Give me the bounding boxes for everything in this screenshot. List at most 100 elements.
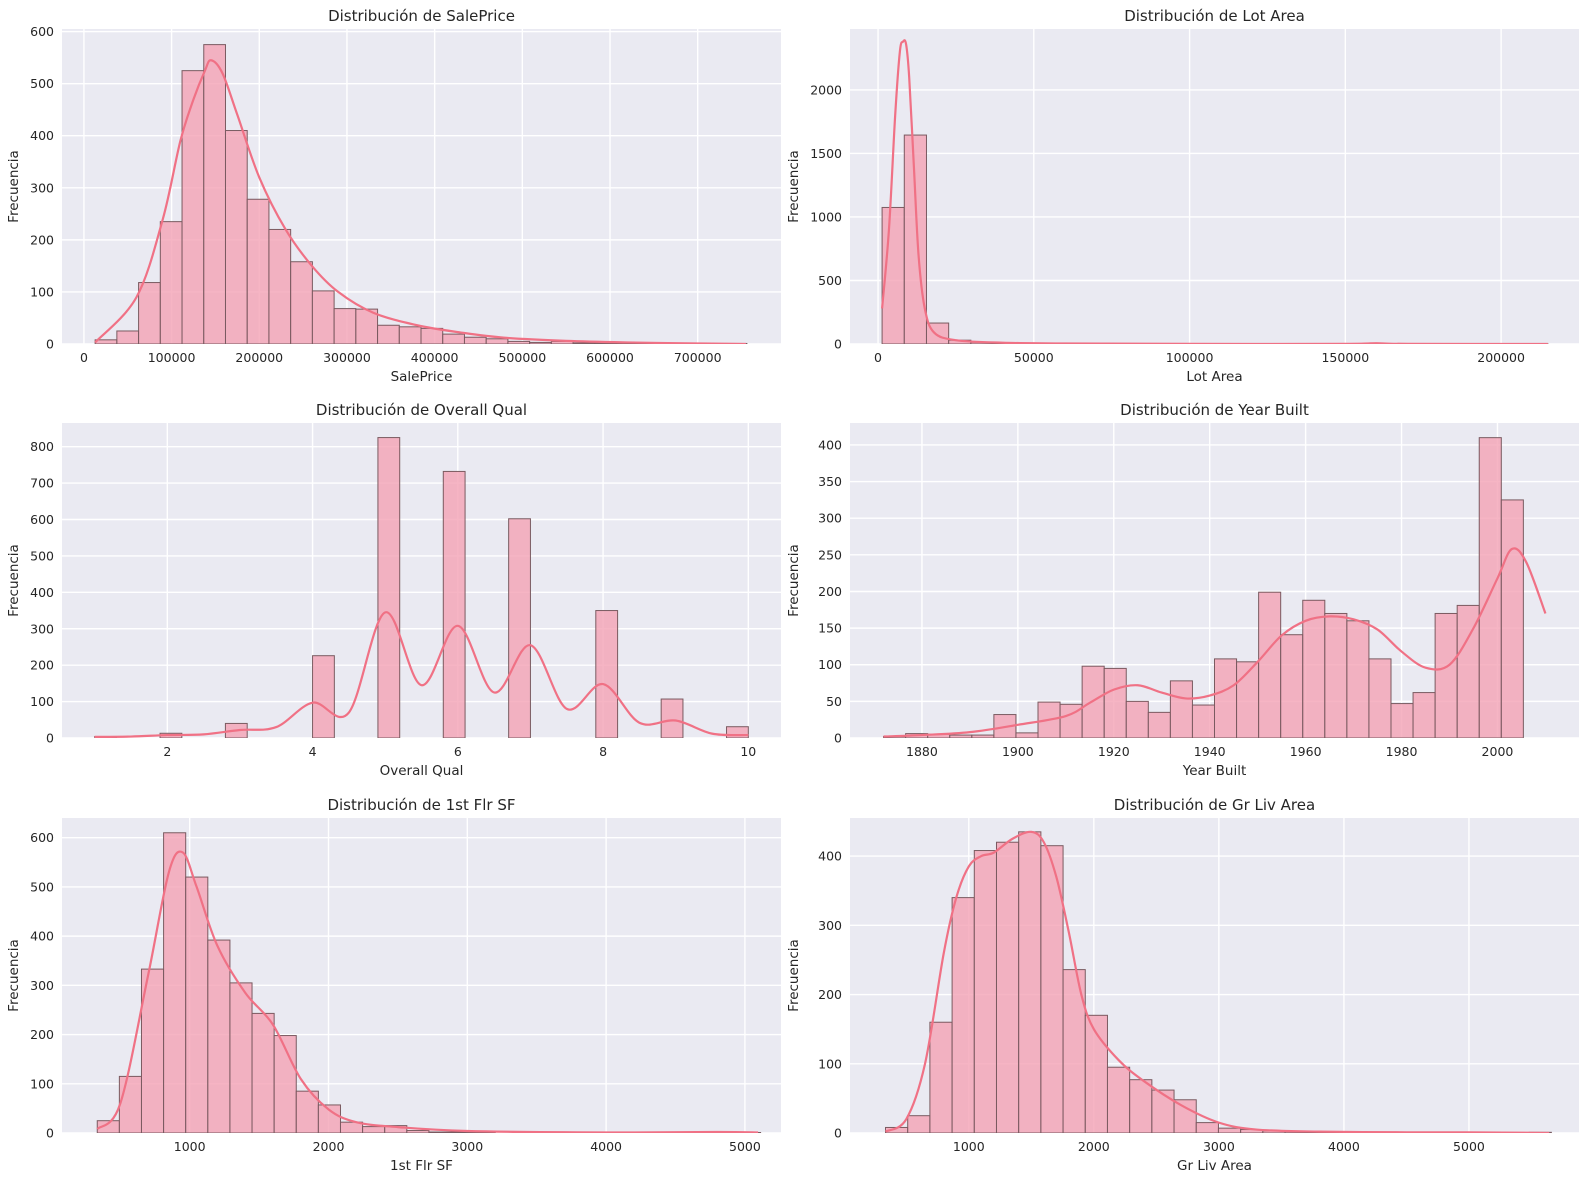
y-tick-label: 50 [826, 694, 842, 709]
histogram-bar [268, 228, 292, 344]
y-tick-label: 100 [30, 694, 54, 709]
x-tick-label: 1000 [174, 1139, 206, 1154]
chart-panel-4: 1880 1900 1920 1940 1960 1980 2000 0 50 100 150 200… [786, 401, 1579, 779]
x-tick-label: 6 [454, 744, 462, 759]
y-tick-label: 200 [30, 1027, 54, 1042]
x-tick-label: 200000 [235, 350, 283, 365]
x-axis-label: Year Built [1182, 763, 1247, 779]
y-tick-label: 300 [30, 621, 54, 636]
y-axis-label: Frecuencia [786, 150, 802, 223]
y-tick-label: 0 [46, 1126, 54, 1141]
histogram-bar [229, 982, 253, 1133]
kde-curve [883, 547, 1547, 738]
histogram-bar [333, 308, 357, 344]
x-tick-label: 0 [80, 350, 88, 365]
x-tick-label: 5000 [729, 1139, 761, 1154]
y-tick-label: 700 [30, 476, 54, 491]
y-tick-label: 100 [818, 1056, 842, 1071]
chart-title: Distribución de Gr Liv Area [1114, 796, 1315, 814]
histogram-bar [1147, 711, 1171, 738]
histogram-bar [1390, 703, 1414, 738]
x-tick-label: 100000 [148, 350, 196, 365]
y-tick-label: 500 [30, 548, 54, 563]
y-tick-label: 0 [834, 731, 842, 746]
x-tick-label: 2000 [1078, 1139, 1110, 1154]
histogram-bar [362, 1126, 386, 1133]
histogram-bar [1500, 499, 1524, 738]
histogram-bar [406, 1130, 430, 1133]
y-tick-label: 0 [46, 337, 54, 352]
x-tick-label: 4000 [590, 1139, 622, 1154]
y-tick-label: 600 [30, 512, 54, 527]
y-tick-label: 2000 [810, 82, 842, 97]
histogram-bar [159, 221, 183, 344]
histogram-bar [995, 841, 1020, 1133]
histogram-bar [1412, 692, 1436, 738]
histogram-bar [572, 342, 596, 344]
chart-title: Distribución de 1st Flr SF [327, 796, 515, 814]
x-tick-label: 200000 [1477, 350, 1525, 365]
histogram-bar [116, 330, 140, 344]
y-tick-label: 200 [30, 232, 54, 247]
chart-title: Distribución de SalePrice [328, 7, 515, 25]
x-tick-label: 500000 [498, 350, 546, 365]
histogram-bar [1217, 1127, 1242, 1133]
x-axis-label: Lot Area [1186, 369, 1242, 385]
histogram-bar [507, 340, 531, 344]
y-tick-label: 400 [30, 929, 54, 944]
histogram-bar [207, 939, 231, 1133]
histogram-bar [463, 336, 487, 344]
y-axis-label: Frecuencia [6, 150, 22, 223]
histogram-bar [529, 341, 552, 344]
y-tick-label: 100 [818, 657, 842, 672]
histogram-bar [726, 726, 749, 738]
plot-area [850, 29, 1579, 344]
y-tick-label: 500 [30, 879, 54, 894]
y-tick-label: 1500 [810, 146, 842, 161]
histogram-bar [929, 1021, 953, 1133]
histogram-bar [508, 518, 531, 738]
histogram-bar [1258, 591, 1282, 738]
plot-area [62, 423, 781, 738]
kde-curve [884, 830, 1550, 1133]
kde-curve [96, 850, 759, 1133]
y-tick-label: 600 [30, 830, 54, 845]
bars-group [883, 437, 1547, 738]
y-tick-label: 1000 [810, 209, 842, 224]
histogram-bar [1195, 1122, 1219, 1133]
y-tick-label: 300 [30, 180, 54, 195]
histogram-bar [290, 261, 313, 344]
y-tick-label: 400 [818, 437, 842, 452]
histogram-bar [185, 876, 209, 1133]
histogram-bar [1368, 658, 1392, 738]
y-tick-label: 300 [30, 978, 54, 993]
histogram-bar [377, 324, 400, 344]
histogram-bar [420, 327, 444, 344]
chart-panel-2: 0 50000 100000 150000 200000 0 500 1000 1500 2000… [786, 7, 1579, 385]
histogram-bar [428, 1131, 452, 1133]
histogram-bar [1478, 437, 1502, 738]
histogram-bar [971, 734, 995, 738]
y-tick-label: 200 [818, 987, 842, 1002]
histogram-bar [442, 470, 466, 738]
x-tick-label: 100000 [1166, 350, 1214, 365]
chart-panel-3: 2 4 6 8 100100200300400500600700800Distribuc… [6, 401, 781, 779]
y-tick-label: 300 [818, 511, 842, 526]
histogram-bar [317, 1104, 341, 1133]
histogram-bar [312, 655, 335, 738]
y-tick-label: 200 [818, 584, 842, 599]
kde-curve [880, 39, 1548, 344]
histogram-bar [1346, 620, 1370, 738]
histogram-bar [398, 326, 422, 344]
y-tick-label: 100 [30, 1076, 54, 1091]
histogram-bar [1214, 658, 1238, 738]
x-tick-label: 3000 [451, 1139, 483, 1154]
chart-title: Distribución de Year Built [1120, 401, 1309, 419]
x-tick-label: 3000 [1203, 1139, 1235, 1154]
bars-group [94, 44, 748, 344]
x-tick-label: 2000 [313, 1139, 345, 1154]
x-tick-label: 10 [740, 744, 756, 759]
bars-group [884, 830, 1552, 1133]
histogram-bar [377, 437, 401, 738]
y-tick-label: 600 [30, 24, 54, 39]
